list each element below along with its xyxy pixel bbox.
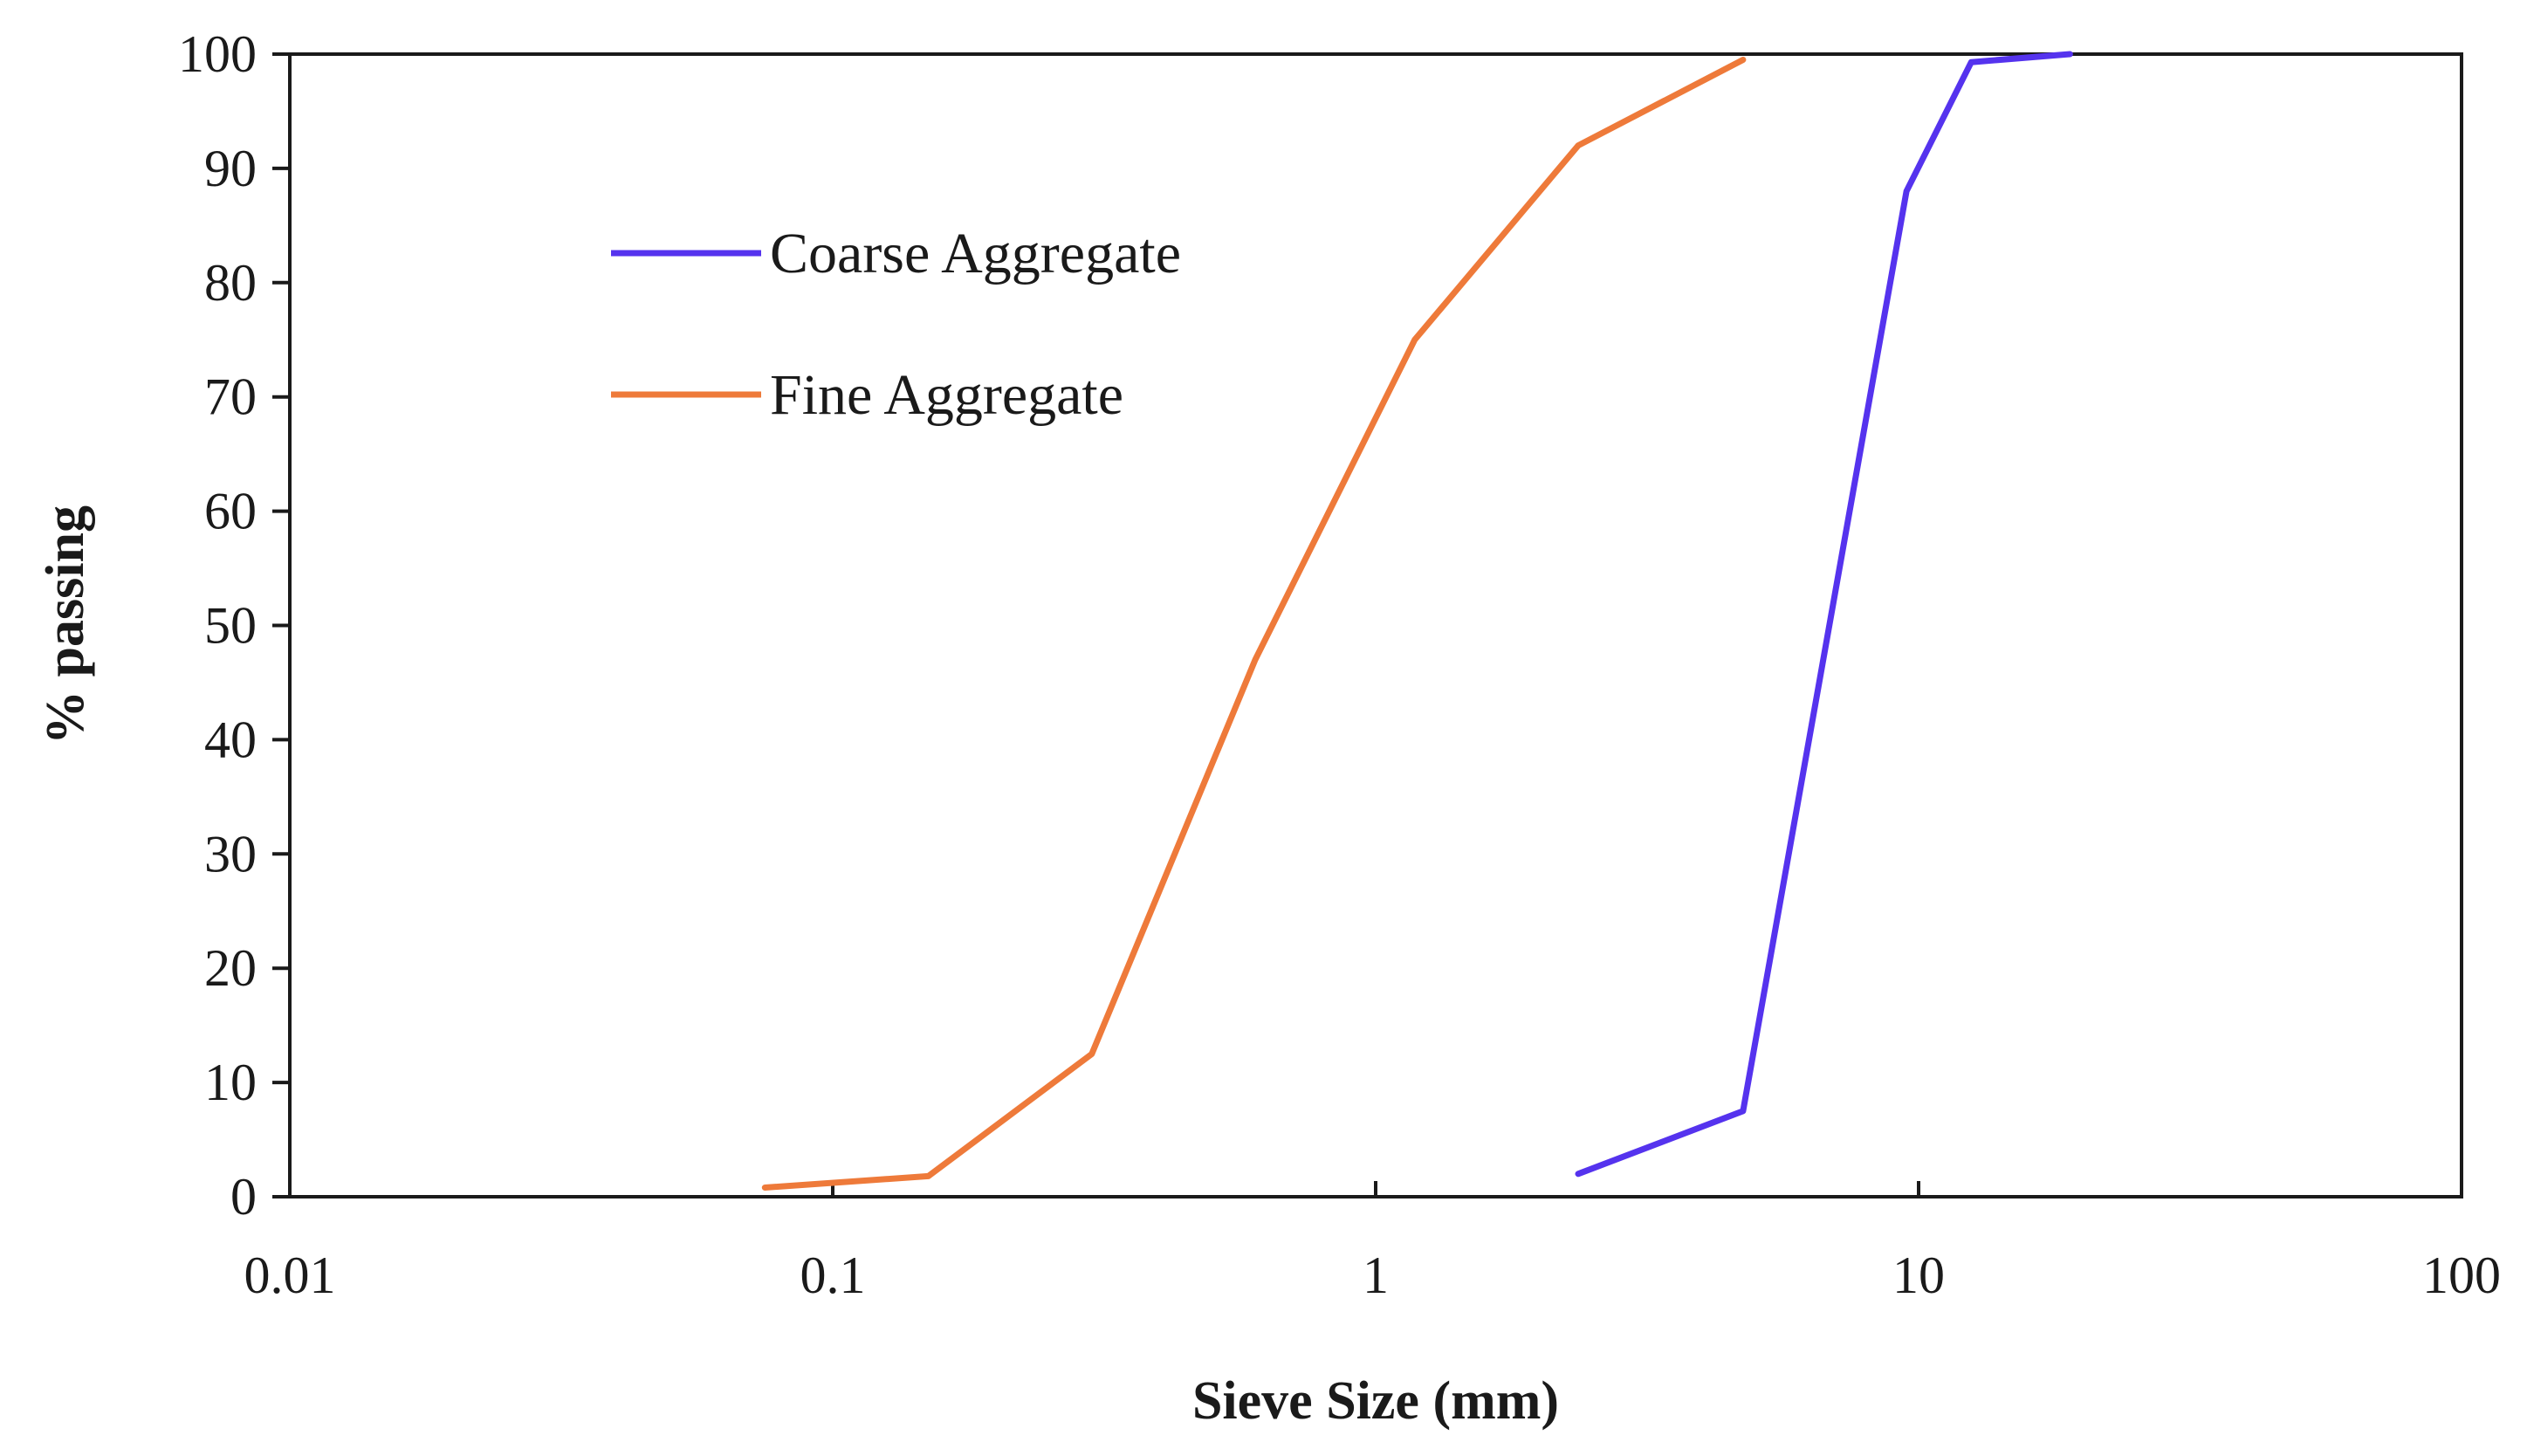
data-point-fine-aggregate [1412,338,1417,342]
legend: Coarse Aggregate Fine Aggregate [611,222,1181,427]
data-point-fine-aggregate [1741,58,1745,62]
y-tick-label: 0 [230,1168,257,1226]
x-tick-label: 10 [1892,1247,1945,1304]
data-point-fine-aggregate [1253,657,1258,662]
data-point-fine-aggregate [763,1185,767,1190]
x-tick-label: 0.1 [800,1247,866,1304]
y-axis-ticks: 0 10 20 30 40 50 60 70 80 90 100 [178,25,290,1226]
x-axis-ticks: 0.01 0.1 1 10 100 [244,1181,2501,1304]
legend-label-coarse-aggregate: Coarse Aggregate [770,222,1181,285]
y-axis-title: % passing [36,505,95,745]
y-tick-label: 50 [204,597,257,655]
y-tick-label: 70 [204,368,257,426]
data-point-fine-aggregate [1089,1052,1094,1056]
series-layer [761,51,2073,1191]
data-point-fine-aggregate [1576,143,1580,148]
x-axis-title: Sieve Size (mm) [1192,1371,1559,1431]
y-tick-label: 30 [204,825,257,883]
y-tick-label: 90 [204,140,257,197]
legend-label-fine-aggregate: Fine Aggregate [770,363,1123,427]
data-point-fine-aggregate [926,1174,930,1178]
data-point-coarse-aggregate [2068,52,2072,56]
x-tick-label: 1 [1363,1247,1389,1304]
data-point-coarse-aggregate [1905,189,1909,194]
y-tick-label: 80 [204,254,257,312]
series-line-coarse-aggregate [1575,51,2073,1178]
y-tick-label: 60 [204,483,257,540]
y-tick-label: 100 [178,25,257,83]
y-tick-label: 40 [204,711,257,768]
data-point-coarse-aggregate [1741,1109,1745,1113]
y-tick-label: 10 [204,1054,257,1111]
y-tick-label: 20 [204,939,257,997]
data-point-coarse-aggregate [1969,60,1974,65]
plot-area-frame [288,52,2463,1198]
data-point-coarse-aggregate [1576,1171,1580,1176]
x-tick-label: 0.01 [244,1247,336,1304]
x-tick-label: 100 [2422,1247,2501,1304]
